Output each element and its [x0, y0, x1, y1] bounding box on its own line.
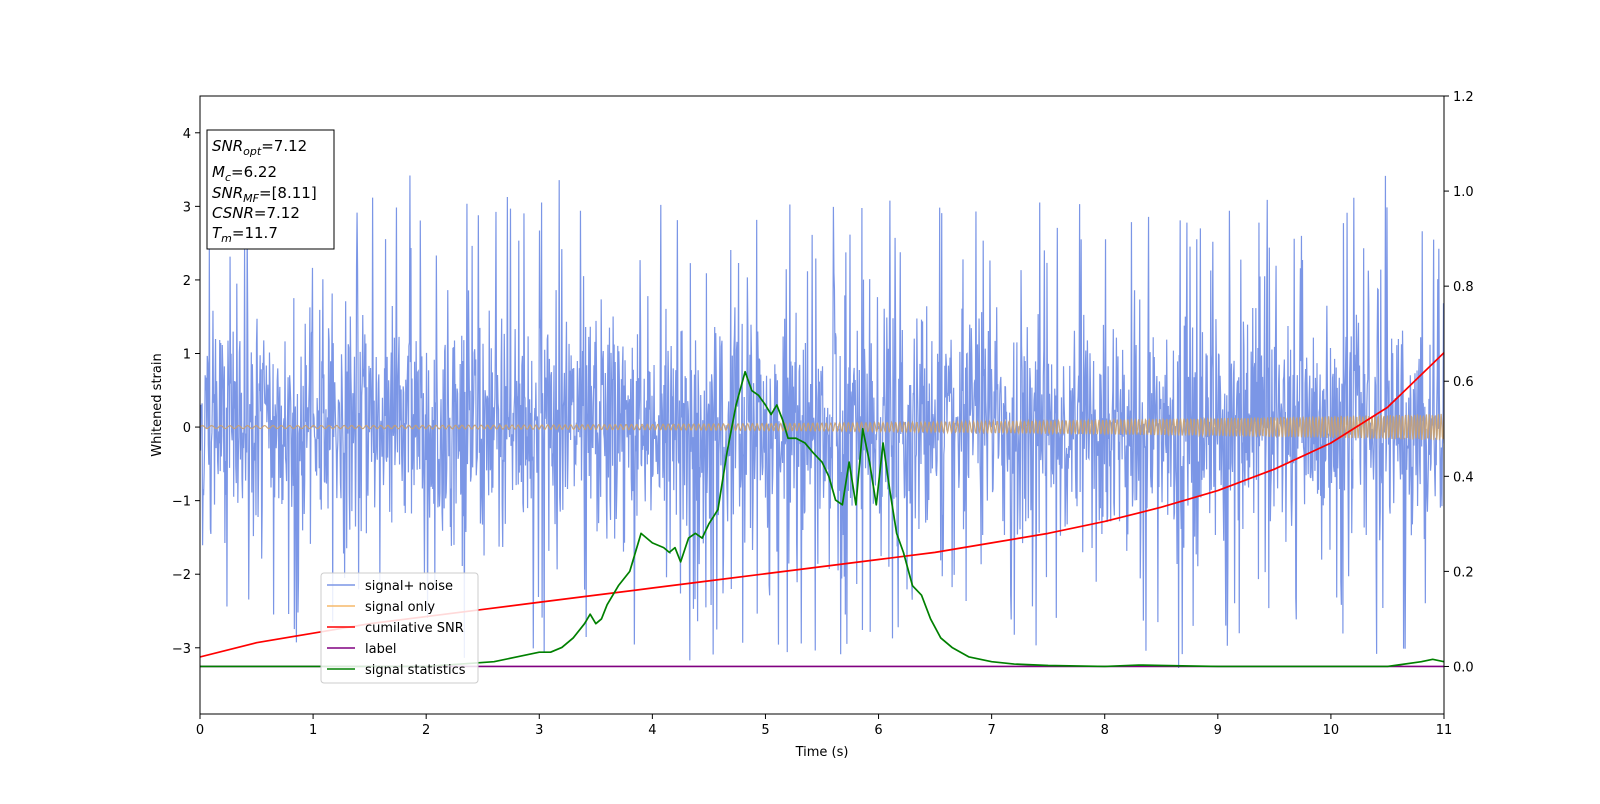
legend-label-signal-only: signal only [365, 600, 435, 615]
y-right-tick-label: 0.4 [1453, 470, 1474, 485]
legend-label-label: label [365, 642, 396, 657]
series-line-signal-only [200, 413, 1444, 441]
x-tick-label: 8 [1101, 723, 1109, 738]
y-right-tick-label: 0.0 [1453, 660, 1474, 675]
y-right-tick-label: 0.2 [1453, 565, 1474, 580]
x-tick-label: 3 [535, 723, 543, 738]
series-line-signal-noise [200, 175, 1444, 669]
x-tick-label: 4 [648, 723, 656, 738]
x-tick-label: 2 [422, 723, 430, 738]
y-right-tick-label: 0.8 [1453, 280, 1474, 295]
y-left-tick-label: 1 [183, 348, 191, 363]
x-tick-label: 0 [196, 723, 204, 738]
x-tick-label: 1 [309, 723, 317, 738]
y-left-tick-label: 2 [183, 274, 191, 289]
annotation-line-tm: Tm=11.7 [212, 224, 278, 245]
y-left-tick-label: −2 [172, 568, 191, 583]
annotation-line-snr-opt: SNRopt=7.12 [212, 137, 307, 158]
plot-frame [199, 95, 1445, 715]
x-tick-label: 11 [1436, 723, 1453, 738]
series-line-signal-statistics [200, 370, 1444, 668]
x-tick-label: 9 [1214, 723, 1222, 738]
annotation-line-mc: Mc=6.22 [212, 163, 277, 184]
x-tick-label: 10 [1323, 723, 1340, 738]
x-axis-label: Time (s) [795, 745, 849, 760]
annotation-line-snr-mf: SNRMF=[8.11] [212, 184, 317, 205]
legend-label-signal-noise: signal+ noise [365, 579, 453, 594]
x-tick-label: 6 [874, 723, 882, 738]
y-left-tick-label: 3 [183, 200, 191, 215]
x-tick-label: 7 [987, 723, 995, 738]
y-axis-label-left: Whitened strain [150, 353, 165, 456]
y-left-tick-label: −3 [172, 642, 191, 657]
y-right-tick-label: 1.2 [1453, 90, 1474, 105]
legend-label-cumulative-snr: cumilative SNR [365, 621, 464, 636]
axes: 0 1 2 3 4 5 6 7 8 9 10 1143210−1−2−31.21.00.80.60.4… [172, 90, 1474, 738]
y-right-tick-label: 1.0 [1453, 185, 1474, 200]
legend-label-signal-statistics: signal statistics [365, 663, 466, 678]
annotation-box-frame [206, 129, 335, 250]
annotation-box: SNRopt=7.12 Mc=6.22 SNRMF=[8.11] CSNR=7.… [206, 129, 335, 250]
y-left-tick-label: 0 [183, 421, 191, 436]
y-left-tick-label: −1 [172, 495, 191, 510]
legend-frame [320, 572, 479, 684]
x-tick-label: 5 [761, 723, 769, 738]
legend: signal+ noise signal only cumilative SNR… [320, 572, 479, 684]
y-right-tick-label: 0.6 [1453, 375, 1474, 390]
y-left-tick-label: 4 [183, 127, 191, 142]
annotation-line-csnr: CSNR=7.12 [212, 204, 300, 222]
